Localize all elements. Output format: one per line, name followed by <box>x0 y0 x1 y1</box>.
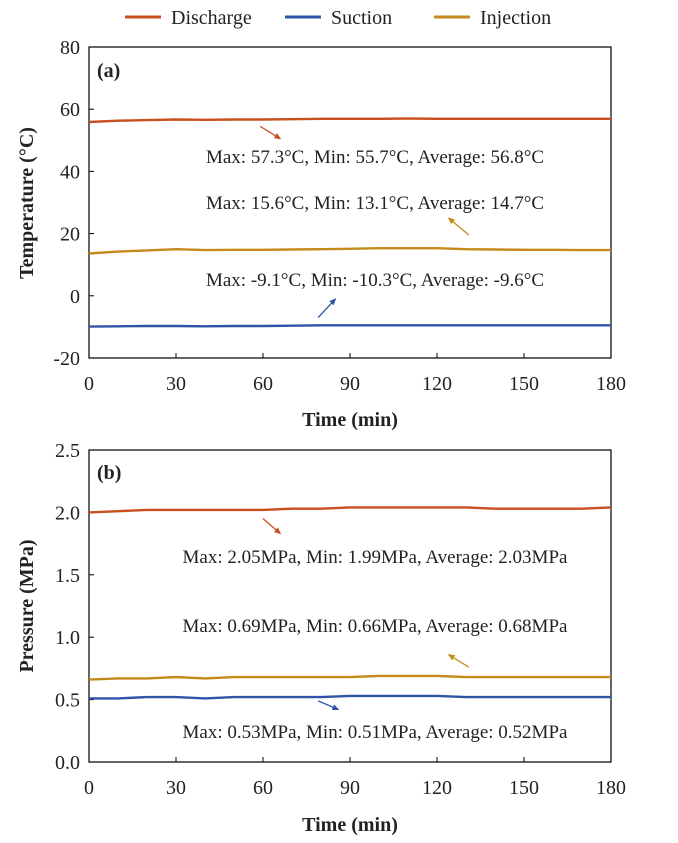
y-ticks: -20 0 20 40 60 80 <box>53 37 94 370</box>
x-tick-label: 150 <box>509 373 539 395</box>
panel-b-pressure: 0.0 0.5 1.0 1.5 2.0 2.5 0 30 60 90 120 150 180 Max:… <box>16 440 626 836</box>
x-tick-label: 180 <box>596 777 626 799</box>
annotation-suction: Max: 0.53MPa, Min: 0.51MPa, Average: 0.5… <box>183 722 568 743</box>
x-axis-label: Time (min) <box>302 814 398 836</box>
y-tick-label: 2.0 <box>55 502 80 524</box>
y-axis-label: Pressure (MPa) <box>16 539 38 672</box>
y-tick-label: 20 <box>60 224 80 246</box>
annotation-arrow-injection <box>447 217 470 236</box>
annotation-arrow-suction <box>317 700 340 711</box>
x-tick-label: 90 <box>340 777 360 799</box>
x-tick-label: 120 <box>422 373 452 395</box>
x-tick-label: 120 <box>422 777 452 799</box>
annotation-injection: Max: 15.6°C, Min: 13.1°C, Average: 14.7°… <box>206 193 544 214</box>
y-tick-label: 40 <box>60 161 80 183</box>
x-axis-label: Time (min) <box>302 409 398 431</box>
x-tick-label: 90 <box>340 373 360 395</box>
series-line-discharge <box>88 117 611 124</box>
legend: Discharge Suction Injection <box>125 7 551 29</box>
y-tick-label: 1.5 <box>55 565 80 587</box>
y-tick-label: 0.5 <box>55 690 80 712</box>
y-tick-label: 0.0 <box>55 752 80 774</box>
annotation-arrow-suction <box>317 298 337 319</box>
panel-label: (b) <box>97 462 121 484</box>
annotation-arrow-injection <box>447 654 470 668</box>
x-ticks: 0 30 60 90 120 150 180 <box>84 757 626 799</box>
x-tick-label: 0 <box>84 373 94 395</box>
y-tick-label: 1.0 <box>55 627 80 649</box>
annotation-arrow-discharge <box>259 125 282 140</box>
annotation-suction: Max: -9.1°C, Min: -10.3°C, Average: -9.6… <box>206 270 544 291</box>
series-lines <box>88 117 611 328</box>
x-tick-label: 30 <box>166 373 186 395</box>
annotation-discharge: Max: 57.3°C, Min: 55.7°C, Average: 56.8°… <box>206 147 544 168</box>
y-tick-label: -20 <box>53 348 80 370</box>
series-line-injection <box>88 246 611 255</box>
x-tick-label: 180 <box>596 373 626 395</box>
y-tick-label: 60 <box>60 99 80 121</box>
y-axis-label: Temperature (°C) <box>16 127 38 279</box>
y-ticks: 0.0 0.5 1.0 1.5 2.0 2.5 <box>55 440 94 774</box>
annotation-arrow-discharge <box>262 518 282 535</box>
plot-frame <box>88 449 612 763</box>
x-ticks: 0 30 60 90 120 150 180 <box>84 353 626 395</box>
x-tick-label: 30 <box>166 777 186 799</box>
series-line-suction <box>89 694 611 700</box>
series-line-discharge <box>88 506 612 514</box>
x-tick-label: 150 <box>509 777 539 799</box>
annotation-discharge: Max: 2.05MPa, Min: 1.99MPa, Average: 2.0… <box>183 547 568 568</box>
panel-label: (a) <box>97 60 120 82</box>
series-lines <box>88 506 612 700</box>
legend-label-injection: Injection <box>480 7 551 29</box>
annotations: Max: 57.3°C, Min: 55.7°C, Average: 56.8°… <box>206 125 544 319</box>
x-tick-label: 60 <box>253 777 273 799</box>
x-tick-label: 0 <box>84 777 94 799</box>
annotations: Max: 2.05MPa, Min: 1.99MPa, Average: 2.0… <box>183 518 568 743</box>
y-tick-label: 0 <box>70 286 80 308</box>
y-tick-label: 2.5 <box>55 440 80 462</box>
y-tick-label: 80 <box>60 37 80 59</box>
x-tick-label: 60 <box>253 373 273 395</box>
annotation-injection: Max: 0.69MPa, Min: 0.66MPa, Average: 0.6… <box>183 616 568 637</box>
series-line-suction <box>88 324 611 328</box>
legend-label-suction: Suction <box>331 7 392 29</box>
series-line-injection <box>88 674 611 681</box>
legend-label-discharge: Discharge <box>171 7 252 29</box>
